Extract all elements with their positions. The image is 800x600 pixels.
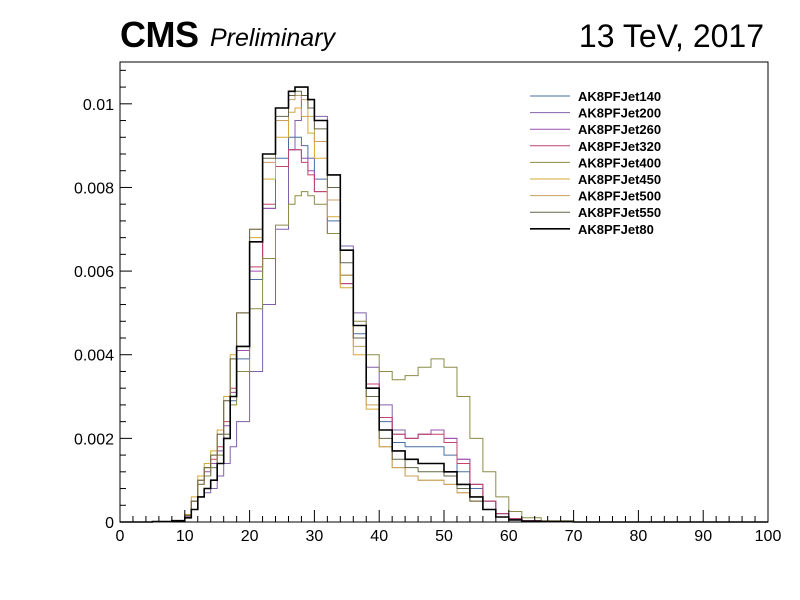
legend-entry: AK8PFJet320 bbox=[578, 139, 661, 154]
x-tick-label: 80 bbox=[630, 528, 648, 545]
x-tick-label: 40 bbox=[370, 528, 388, 545]
x-tick-label: 0 bbox=[116, 528, 125, 545]
energy-label: 13 TeV, 2017 bbox=[578, 18, 764, 54]
axes-layer: 0 10 20 30 40 50 60 70 80 90 100 0 0.002 0.004 0.006 0.… bbox=[74, 69, 782, 545]
legend-entry: AK8PFJet550 bbox=[578, 205, 661, 220]
legend-entry: AK8PFJet450 bbox=[578, 172, 661, 187]
legend-entry: AK8PFJet400 bbox=[578, 155, 661, 170]
legend-entry: AK8PFJet140 bbox=[578, 89, 661, 104]
y-tick-label: 0.002 bbox=[74, 431, 114, 448]
series-line bbox=[120, 86, 768, 523]
legend-entry: AK8PFJet200 bbox=[578, 106, 661, 121]
x-tick-label: 10 bbox=[176, 528, 194, 545]
x-tick-label: 70 bbox=[565, 528, 583, 545]
y-tick-label: 0.004 bbox=[74, 348, 114, 365]
x-tick-label: 30 bbox=[306, 528, 324, 545]
y-tick-label: 0 bbox=[105, 515, 114, 532]
x-tick-label: 100 bbox=[755, 528, 782, 545]
y-tick-label: 0.006 bbox=[74, 264, 114, 281]
legend-entry: AK8PFJet80 bbox=[578, 222, 654, 237]
y-tick-label: 0.008 bbox=[74, 180, 114, 197]
legend-entry: AK8PFJet500 bbox=[578, 189, 661, 204]
series-layer bbox=[120, 86, 768, 523]
x-tick-label: 90 bbox=[694, 528, 712, 545]
x-tick-label: 60 bbox=[500, 528, 518, 545]
x-tick-label: 20 bbox=[241, 528, 259, 545]
x-tick-label: 50 bbox=[435, 528, 453, 545]
experiment-label: CMS bbox=[120, 14, 199, 55]
y-tick-label: 0.01 bbox=[83, 97, 114, 114]
status-label: Preliminary bbox=[210, 24, 336, 52]
legend-entry: AK8PFJet260 bbox=[578, 122, 661, 137]
